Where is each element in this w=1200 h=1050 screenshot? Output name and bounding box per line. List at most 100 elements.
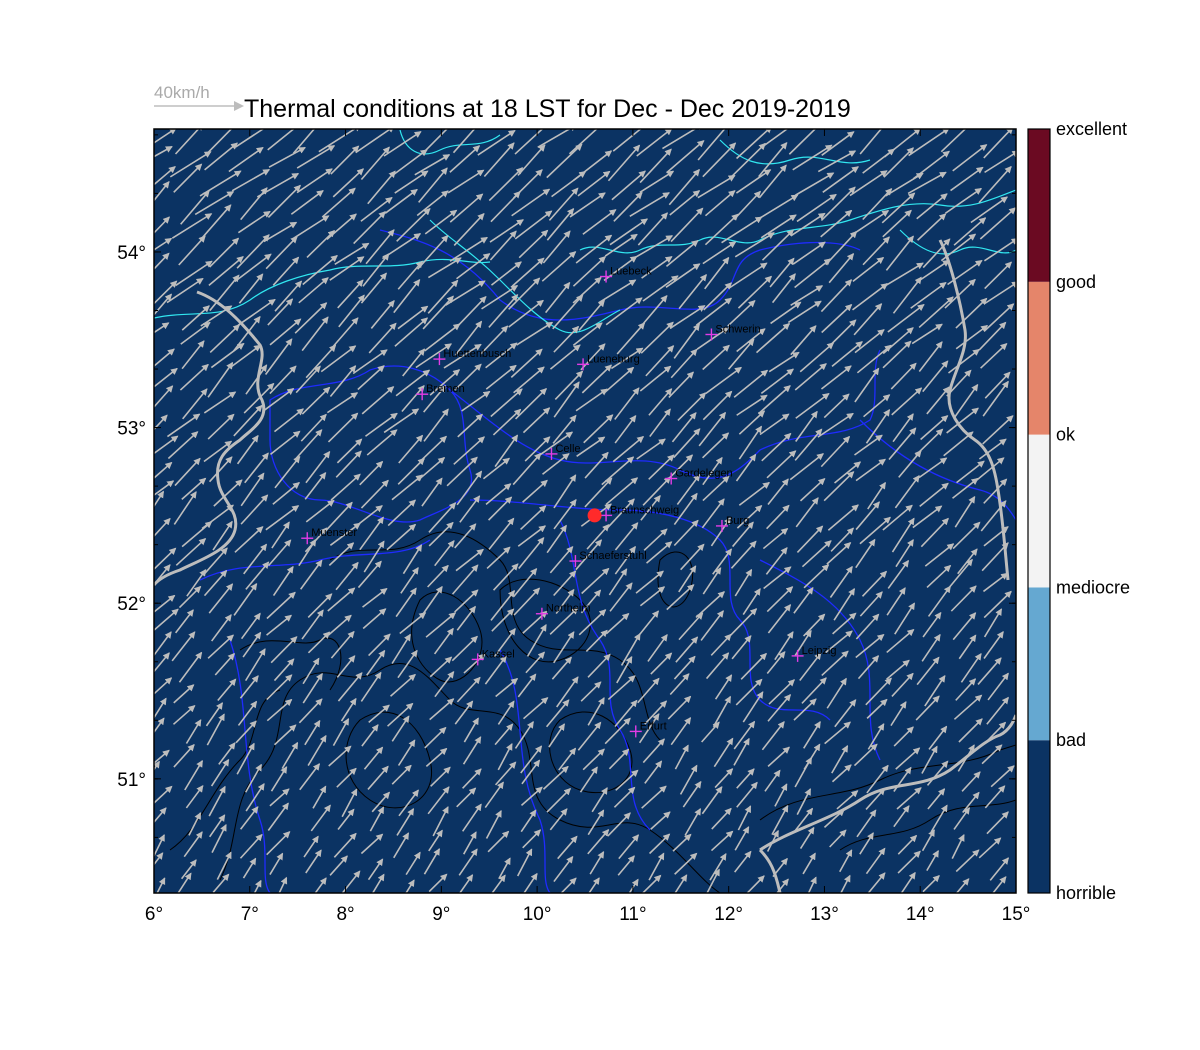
wind-arrow [266, 698, 293, 722]
wind-vectors [154, 129, 1016, 893]
wind-arrow [885, 235, 914, 271]
wind-arrow [175, 538, 207, 566]
wind-arrow [765, 547, 788, 575]
wind-arrow [449, 145, 481, 173]
city-label: Leipzig [802, 645, 837, 657]
wind-arrow [947, 259, 983, 286]
wind-arrow [209, 814, 226, 838]
wind-arrow [705, 652, 730, 680]
wind-arrow [761, 229, 794, 261]
wind-arrow [695, 297, 733, 326]
wind-arrow [862, 236, 890, 266]
wind-arrow [508, 277, 541, 310]
wind-arrow [172, 705, 196, 725]
city-braunschweig: Braunschweig [600, 504, 679, 522]
wind-arrow [154, 749, 170, 765]
wind-arrow [768, 679, 795, 705]
wind-arrow [788, 129, 817, 155]
wind-arrow [477, 129, 516, 156]
wind-scale-arrowhead [234, 101, 244, 111]
wind-arrow [648, 852, 665, 881]
wind-arrow [430, 766, 451, 787]
wind-arrow [301, 386, 331, 415]
wind-arrow [766, 651, 786, 675]
x-tick-label: 13° [810, 904, 839, 925]
wind-arrow [522, 479, 548, 503]
wind-arrow [774, 631, 794, 661]
wind-arrow [736, 504, 763, 529]
wind-arrow [676, 473, 701, 505]
y-tick-label: 52° [117, 594, 146, 615]
wind-arrow [173, 491, 197, 525]
wind-arrow [312, 785, 327, 809]
map-panel: Luebeck Schwerin Huettenbusch Lueneburg Brem… [117, 128, 1030, 925]
wind-arrow [185, 784, 204, 809]
wind-arrow [955, 324, 989, 350]
wind-arrow [245, 783, 265, 812]
wind-arrow [822, 166, 859, 193]
wind-arrow [361, 386, 395, 415]
wind-arrow [237, 210, 271, 234]
wind-arrow [604, 233, 638, 257]
wind-arrow [713, 737, 734, 768]
wind-arrow [154, 594, 176, 613]
wind-arrow [924, 543, 955, 567]
wind-arrow [177, 872, 192, 893]
wind-arrow [154, 517, 171, 538]
wind-arrow [481, 285, 519, 310]
wind-arrow [488, 167, 524, 202]
wind-arrow [776, 878, 789, 893]
wind-arrow [774, 783, 788, 807]
wind-arrow [583, 414, 614, 444]
wind-arrow [341, 870, 361, 893]
wind-arrow [429, 369, 461, 396]
wind-arrow [762, 528, 789, 550]
city-luebeck: Luebeck [600, 266, 652, 283]
wind-arrow [552, 414, 577, 444]
wind-arrow [265, 505, 300, 531]
city-markers: Luebeck Schwerin Huettenbusch Lueneburg Brem… [301, 266, 836, 738]
wind-arrow [203, 547, 228, 575]
wind-arrow [612, 435, 645, 463]
wind-arrow [854, 367, 880, 403]
wind-arrow [508, 299, 544, 328]
map-frame [153, 128, 1017, 894]
wind-arrow [270, 766, 288, 792]
wind-arrow [984, 261, 1013, 290]
wind-arrow [644, 700, 668, 725]
wind-arrow [640, 494, 661, 521]
wind-arrow [520, 786, 543, 806]
wind-arrow [859, 129, 887, 155]
wind-arrow [953, 807, 971, 830]
wind-arrow [237, 700, 258, 726]
wind-arrow [731, 635, 752, 660]
colorbar-label: excellent [1056, 119, 1127, 139]
wind-arrow [171, 631, 196, 662]
colorbar-segments [1028, 129, 1050, 893]
wind-arrow [305, 450, 331, 484]
wind-arrow [803, 720, 821, 749]
wind-arrow [245, 561, 270, 590]
wind-arrow [457, 413, 483, 438]
wind-arrow [620, 632, 641, 666]
wind-arrow [793, 807, 814, 834]
wind-arrow [362, 253, 390, 287]
wind-arrow [447, 169, 485, 194]
wind-arrow [307, 593, 333, 619]
wind-arrow [557, 835, 578, 860]
city-gardelegen: Gardelegen [665, 468, 733, 485]
wind-arrow [614, 414, 637, 444]
wind-arrow [983, 478, 1008, 504]
wind-arrow [427, 564, 449, 588]
wind-arrow [639, 586, 666, 607]
wind-arrow [650, 811, 671, 830]
wind-arrow [673, 655, 696, 680]
wind-arrow [551, 656, 572, 680]
wind-arrow [489, 230, 517, 261]
wind-arrow [310, 804, 331, 832]
wind-arrow [328, 542, 355, 566]
wind-arrow [761, 129, 789, 148]
wind-arrow [924, 674, 946, 707]
wind-arrow [456, 470, 483, 506]
wind-arrow [240, 187, 268, 221]
